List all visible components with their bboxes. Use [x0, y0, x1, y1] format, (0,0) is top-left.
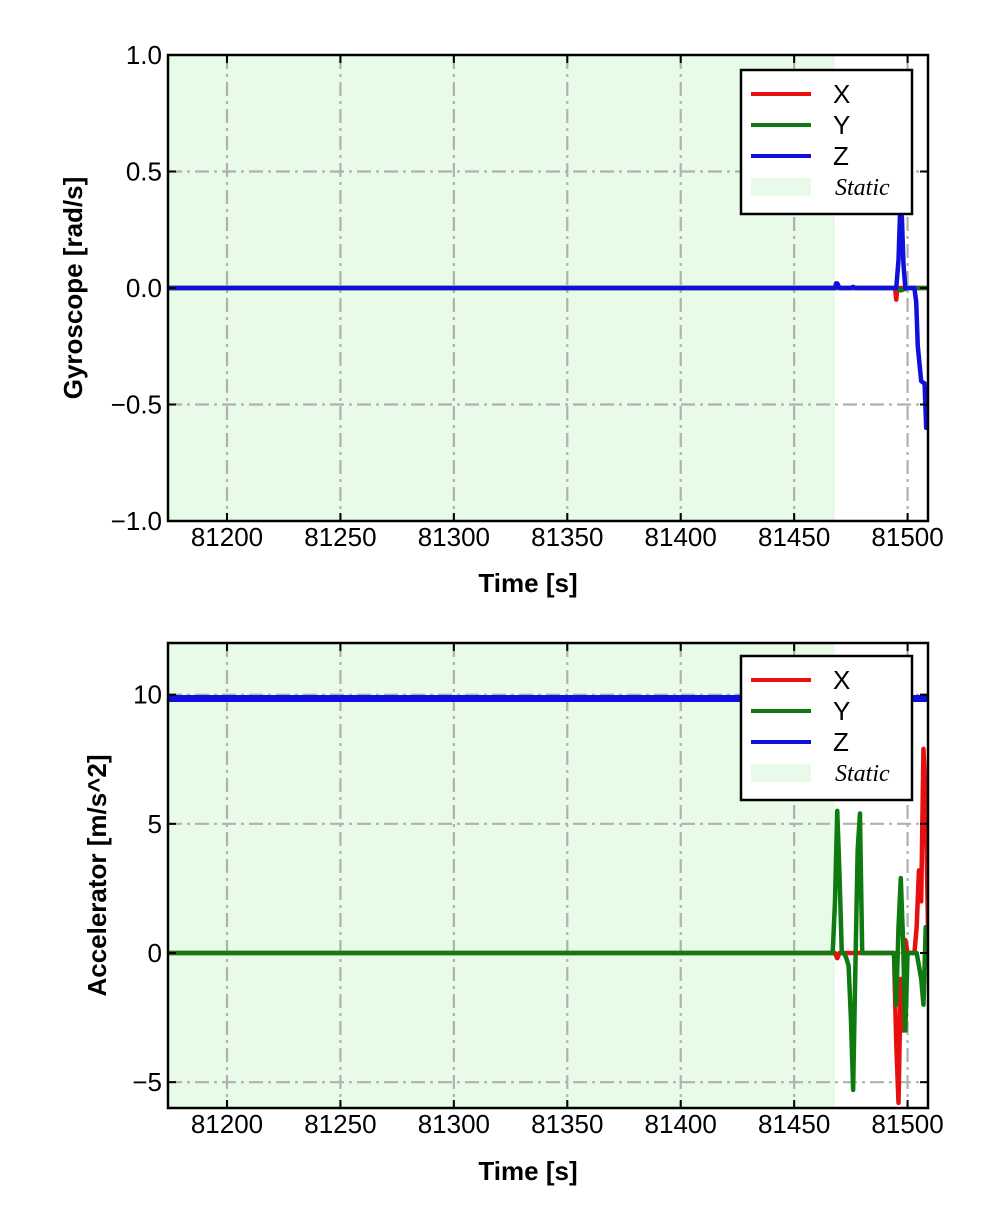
legend: XYZ Static — [739, 68, 914, 216]
y-tick-label: 0.0 — [126, 273, 162, 303]
static-region — [168, 643, 835, 1108]
legend-label-z: Z — [833, 141, 849, 171]
x-tick-label: 81500 — [871, 1109, 943, 1139]
x-tick-label: 81300 — [418, 1109, 490, 1139]
x-tick-label: 81300 — [418, 522, 490, 552]
legend-label-x: X — [833, 79, 850, 109]
y-axis-label: Accelerator [m/s^2] — [82, 754, 112, 996]
accelerator-panel: 81200 81250 81300 81350 81400 81450 81500 −5 0 5 1… — [82, 641, 944, 1186]
y-tick-label: 1.0 — [126, 40, 162, 70]
x-tick-label: 81450 — [758, 1109, 830, 1139]
x-tick-label: 81200 — [191, 522, 263, 552]
y-tick-label: −0.5 — [111, 390, 162, 420]
x-tick-label: 81250 — [304, 1109, 376, 1139]
legend-label-static: Static — [835, 761, 890, 787]
x-tick-label: 81350 — [531, 1109, 603, 1139]
x-tick-label: 81400 — [645, 1109, 717, 1139]
x-tick-label: 81450 — [758, 522, 830, 552]
legend-label-x: X — [833, 665, 850, 695]
y-tick-label: 0.5 — [126, 157, 162, 187]
y-tick-label: −1.0 — [111, 506, 162, 536]
legend-label-static: Static — [835, 175, 890, 201]
y-tick-label: 0 — [148, 938, 162, 968]
x-tick-label: 81500 — [871, 522, 943, 552]
x-axis-label: Time [s] — [478, 568, 577, 598]
y-tick-label: 10 — [133, 680, 162, 710]
y-tick-label: −5 — [132, 1067, 162, 1097]
legend: XYZ Static — [739, 654, 914, 802]
x-tick-label: 81200 — [191, 1109, 263, 1139]
legend-swatch-static — [751, 764, 811, 782]
y-axis-label: Gyroscope [rad/s] — [58, 177, 88, 400]
x-axis-label: Time [s] — [478, 1156, 577, 1186]
x-tick-label: 81350 — [531, 522, 603, 552]
x-tick-label: 81250 — [304, 522, 376, 552]
x-tick-label: 81400 — [645, 522, 717, 552]
legend-label-y: Y — [833, 696, 850, 726]
series-line-y — [168, 808, 928, 1093]
y-tick-label: 5 — [148, 809, 162, 839]
gyroscope-panel: 81200 81250 81300 81350 81400 81450 81500 −1.0 −… — [58, 40, 944, 598]
plot-frame — [166, 641, 930, 1110]
legend-swatch-static — [751, 178, 811, 196]
legend-label-z: Z — [833, 727, 849, 757]
legend-label-y: Y — [833, 110, 850, 140]
